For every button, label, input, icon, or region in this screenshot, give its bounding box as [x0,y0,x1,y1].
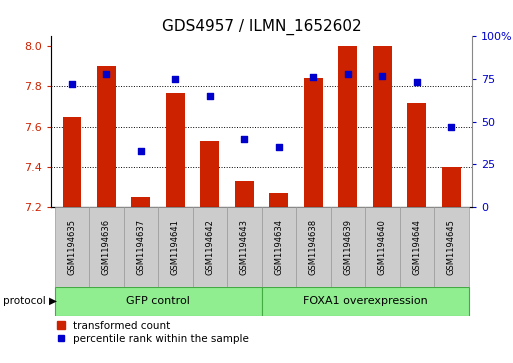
Text: GSM1194635: GSM1194635 [68,219,76,275]
Title: GDS4957 / ILMN_1652602: GDS4957 / ILMN_1652602 [162,19,362,35]
Bar [201,141,220,207]
Bar [63,117,82,207]
Bar [339,46,358,207]
Bar [166,93,185,207]
Bar [269,193,288,207]
Bar [89,207,124,287]
Text: GSM1194645: GSM1194645 [447,219,456,275]
Bar [330,207,365,287]
Point [240,136,248,142]
Bar [55,287,262,316]
Bar [400,207,434,287]
Text: GSM1194639: GSM1194639 [343,219,352,275]
Bar [55,207,89,287]
Text: GFP control: GFP control [126,296,190,306]
Point [447,124,456,130]
Point [206,93,214,99]
Bar [262,287,468,316]
Text: GSM1194636: GSM1194636 [102,219,111,275]
Point [68,81,76,87]
Bar [262,207,296,287]
Point [137,148,145,154]
Point [344,71,352,77]
Point [171,76,180,82]
Bar [124,207,158,287]
Text: GSM1194643: GSM1194643 [240,219,249,275]
Point [275,144,283,150]
Point [378,73,386,78]
Bar [227,207,262,287]
Bar [131,197,150,207]
Point [103,71,111,77]
Text: FOXA1 overexpression: FOXA1 overexpression [303,296,427,306]
Legend: transformed count, percentile rank within the sample: transformed count, percentile rank withi… [56,321,249,344]
Bar [97,66,116,207]
Text: GSM1194642: GSM1194642 [205,219,214,275]
Bar [434,207,468,287]
Point [412,79,421,85]
Text: GSM1194644: GSM1194644 [412,219,421,275]
Bar [407,102,426,207]
Bar [304,78,323,207]
Text: GSM1194638: GSM1194638 [309,219,318,275]
Bar [235,181,254,207]
Text: GSM1194634: GSM1194634 [274,219,283,275]
Bar [296,207,330,287]
Point [309,74,318,80]
Bar [373,46,392,207]
Text: GSM1194641: GSM1194641 [171,219,180,275]
Text: protocol ▶: protocol ▶ [3,296,56,306]
Text: GSM1194640: GSM1194640 [378,219,387,275]
Bar [193,207,227,287]
Bar [158,207,193,287]
Text: GSM1194637: GSM1194637 [136,219,146,275]
Bar [365,207,400,287]
Bar [442,167,461,207]
